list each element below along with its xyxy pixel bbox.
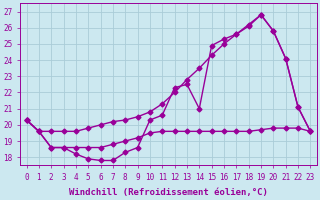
X-axis label: Windchill (Refroidissement éolien,°C): Windchill (Refroidissement éolien,°C)	[69, 188, 268, 197]
